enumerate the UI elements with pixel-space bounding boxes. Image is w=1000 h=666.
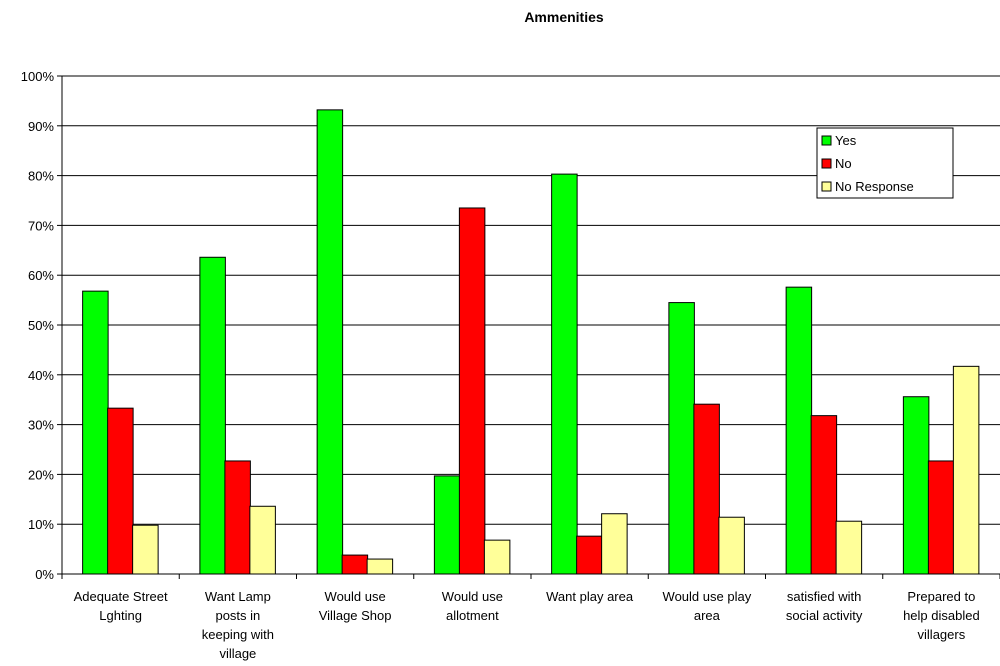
bar-no-response xyxy=(249,505,276,575)
bar-no-response xyxy=(366,558,394,575)
bar-yes xyxy=(433,475,461,575)
y-tick-label: 50% xyxy=(28,318,54,333)
legend-label: No Response xyxy=(835,179,914,194)
bar-yes xyxy=(902,396,930,575)
bar-no xyxy=(341,554,369,575)
legend xyxy=(816,127,954,199)
chart-title: Ammenities xyxy=(524,9,604,25)
x-category-label: Would use Village Shop xyxy=(319,589,392,623)
bar-yes xyxy=(785,286,813,575)
bar-yes xyxy=(199,256,226,575)
y-tick-label: 40% xyxy=(28,368,54,383)
bar-no xyxy=(693,403,720,575)
legend-swatch xyxy=(821,158,832,169)
x-category-label: Would use play area xyxy=(663,589,752,623)
y-tick-label: 90% xyxy=(28,119,54,134)
x-category-label: Want Lamp posts in keeping with village xyxy=(202,589,274,661)
legend-swatch xyxy=(821,181,832,192)
bar-no-response xyxy=(952,365,980,575)
x-category-label: Prepared to help disabled villagers xyxy=(903,589,980,642)
y-tick-label: 0% xyxy=(35,567,54,582)
bar-no xyxy=(107,407,134,575)
x-category-label: Adequate Street Lghting xyxy=(74,589,168,623)
y-tick-label: 70% xyxy=(28,218,54,233)
y-tick-label: 60% xyxy=(28,268,54,283)
y-tick-label: 20% xyxy=(28,467,54,482)
bar-no xyxy=(810,415,838,575)
bar-no-response xyxy=(601,513,628,575)
y-tick-label: 30% xyxy=(28,418,54,433)
legend-label: No xyxy=(835,156,852,171)
x-category-label: Want play area xyxy=(546,589,634,604)
x-category-label: satisfied with social activity xyxy=(786,589,863,623)
bar-no-response xyxy=(483,539,511,575)
bar-no-response xyxy=(132,524,159,575)
bar-no-response xyxy=(718,516,745,575)
legend-swatch xyxy=(821,135,832,146)
legend-label: Yes xyxy=(835,133,857,148)
bar-no xyxy=(576,535,603,575)
y-tick-label: 100% xyxy=(21,69,55,84)
bar-yes xyxy=(551,173,578,575)
bar-yes xyxy=(82,290,109,575)
y-tick-label: 80% xyxy=(28,169,54,184)
bar-no xyxy=(927,460,955,575)
bar-no xyxy=(458,207,486,575)
y-tick-label: 10% xyxy=(28,517,54,532)
bar-no-response xyxy=(835,520,863,575)
bar-yes xyxy=(316,109,344,575)
bar-yes xyxy=(668,302,695,575)
x-category-label: Would use allotment xyxy=(442,589,503,623)
bar-no xyxy=(224,460,251,575)
